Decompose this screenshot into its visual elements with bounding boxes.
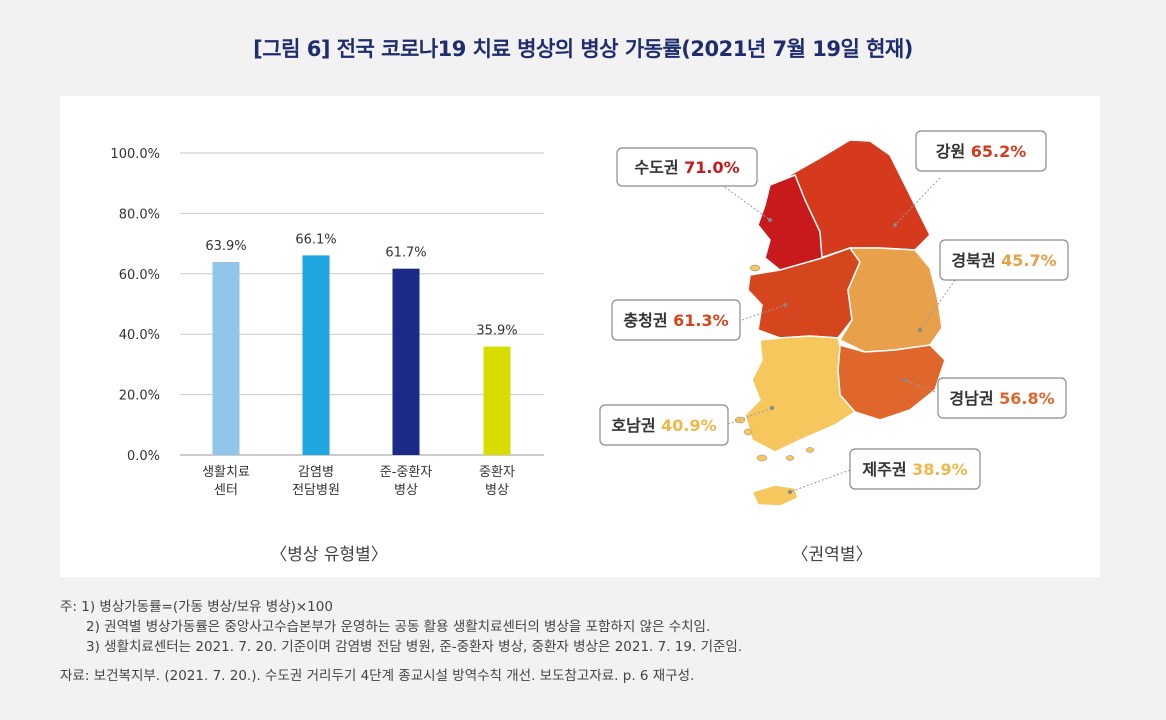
korea-map: 수도권 71.0% 강원 65.2% 경북권 45.7% 충청권 61.3% 경남권 5…: [599, 130, 1069, 507]
region-label: 제주권 38.9%: [862, 460, 967, 479]
x-tick-label: 중환자: [479, 465, 515, 480]
bar-chart-caption: 〈병상 유형별〉: [270, 545, 388, 565]
y-tick-label: 60.0%: [119, 268, 160, 283]
region-value: 71.0%: [684, 158, 740, 177]
region-label: 호남권 40.9%: [611, 416, 716, 435]
bar-value-label: 66.1%: [295, 232, 336, 247]
region-label: 수도권 71.0%: [634, 158, 739, 177]
region-value: 40.9%: [661, 416, 717, 435]
map-label-box: 경남권 56.8%: [937, 377, 1067, 419]
label-box-frame: [616, 147, 758, 187]
region-name: 강원: [936, 142, 971, 161]
y-tick-label: 20.0%: [119, 389, 160, 404]
bar: [392, 268, 420, 455]
region-name: 수도권: [634, 158, 684, 177]
x-tick-label: 병상: [485, 483, 509, 498]
map-label-box: 호남권 40.9%: [599, 404, 729, 446]
region-honam: [744, 335, 857, 453]
label-box-frame: [939, 239, 1069, 281]
map-label-box: 충청권 61.3%: [611, 299, 741, 341]
region-label: 충청권 61.3%: [623, 311, 728, 330]
region-name: 제주권: [862, 460, 912, 479]
map-label-box: 제주권 38.9%: [849, 448, 981, 490]
region-label: 경북권 45.7%: [951, 251, 1056, 270]
y-tick-label: 0.0%: [127, 449, 160, 464]
x-tick-label: 감염병: [298, 465, 334, 480]
y-tick-label: 80.0%: [119, 207, 160, 222]
region-value: 65.2%: [971, 142, 1027, 161]
notes: 주: 1) 병상가동률=(가동 병상/보유 병상)×100 2) 권역별 병상가…: [60, 597, 742, 686]
bar-value-label: 35.9%: [476, 324, 517, 339]
region-name: 경남권: [949, 389, 999, 408]
map-labels: 수도권 71.0% 강원 65.2% 경북권 45.7% 충청권 61.3% 경남권 5…: [599, 130, 1069, 490]
region-label: 강원 65.2%: [936, 142, 1027, 161]
bar-value-label: 61.7%: [385, 246, 426, 261]
bar-value-label: 63.9%: [205, 239, 246, 254]
x-tick-label: 센터: [214, 483, 238, 498]
region-value: 45.7%: [1001, 251, 1057, 270]
region-chungcheong: [747, 247, 861, 339]
y-tick-label: 40.0%: [119, 328, 160, 343]
note-2: 2) 권역별 병상가동률은 중앙사고수습본부가 운영하는 공동 활용 생활치료센…: [86, 619, 711, 635]
leader-dots: [768, 218, 922, 494]
label-box-frame: [915, 130, 1047, 172]
x-tick-label: 생활치료: [202, 465, 250, 480]
x-tick-label: 전담병원: [292, 483, 340, 498]
bar: [302, 255, 330, 455]
region-name: 충청권: [623, 311, 673, 330]
leader-lines: [714, 177, 956, 493]
y-tick-label: 100.0%: [110, 147, 160, 162]
region-value: 56.8%: [999, 389, 1055, 408]
region-value: 38.9%: [912, 460, 968, 479]
label-box-frame: [611, 299, 741, 341]
note-3: 3) 생활치료센터는 2021. 7. 20. 기준이며 감염병 전담 병원, …: [86, 639, 743, 655]
map-label-box: 강원 65.2%: [915, 130, 1047, 172]
region-name: 호남권: [611, 416, 661, 435]
bar: [483, 346, 511, 455]
x-tick-label: 준-중환자: [380, 465, 433, 480]
x-tick-label: 병상: [394, 483, 418, 498]
label-box-frame: [849, 448, 981, 490]
bar-chart: 100.0% 80.0% 60.0% 40.0% 20.0% 0.0% 63.9% 생활치료센…: [110, 147, 544, 498]
source-note: 자료: 보건복지부. (2021. 7. 20.). 수도권 거리두기 4단계 …: [60, 668, 695, 684]
note-1: 주: 1) 병상가동률=(가동 병상/보유 병상)×100: [60, 599, 333, 615]
region-gyeongnam: [837, 344, 946, 421]
map-caption: 〈권역별〉: [791, 545, 873, 565]
label-box-frame: [937, 377, 1067, 419]
map-label-box: 수도권 71.0%: [616, 147, 758, 187]
region-label: 경남권 56.8%: [949, 389, 1054, 408]
region-value: 61.3%: [673, 311, 729, 330]
label-box-frame: [599, 404, 729, 446]
bar: [212, 262, 240, 455]
map-label-box: 경북권 45.7%: [939, 239, 1069, 281]
region-name: 경북권: [951, 251, 1001, 270]
region-jeju: [750, 484, 799, 507]
figure-title: [그림 6] 전국 코로나19 치료 병상의 병상 가동률(2021년 7월 1…: [253, 37, 913, 61]
